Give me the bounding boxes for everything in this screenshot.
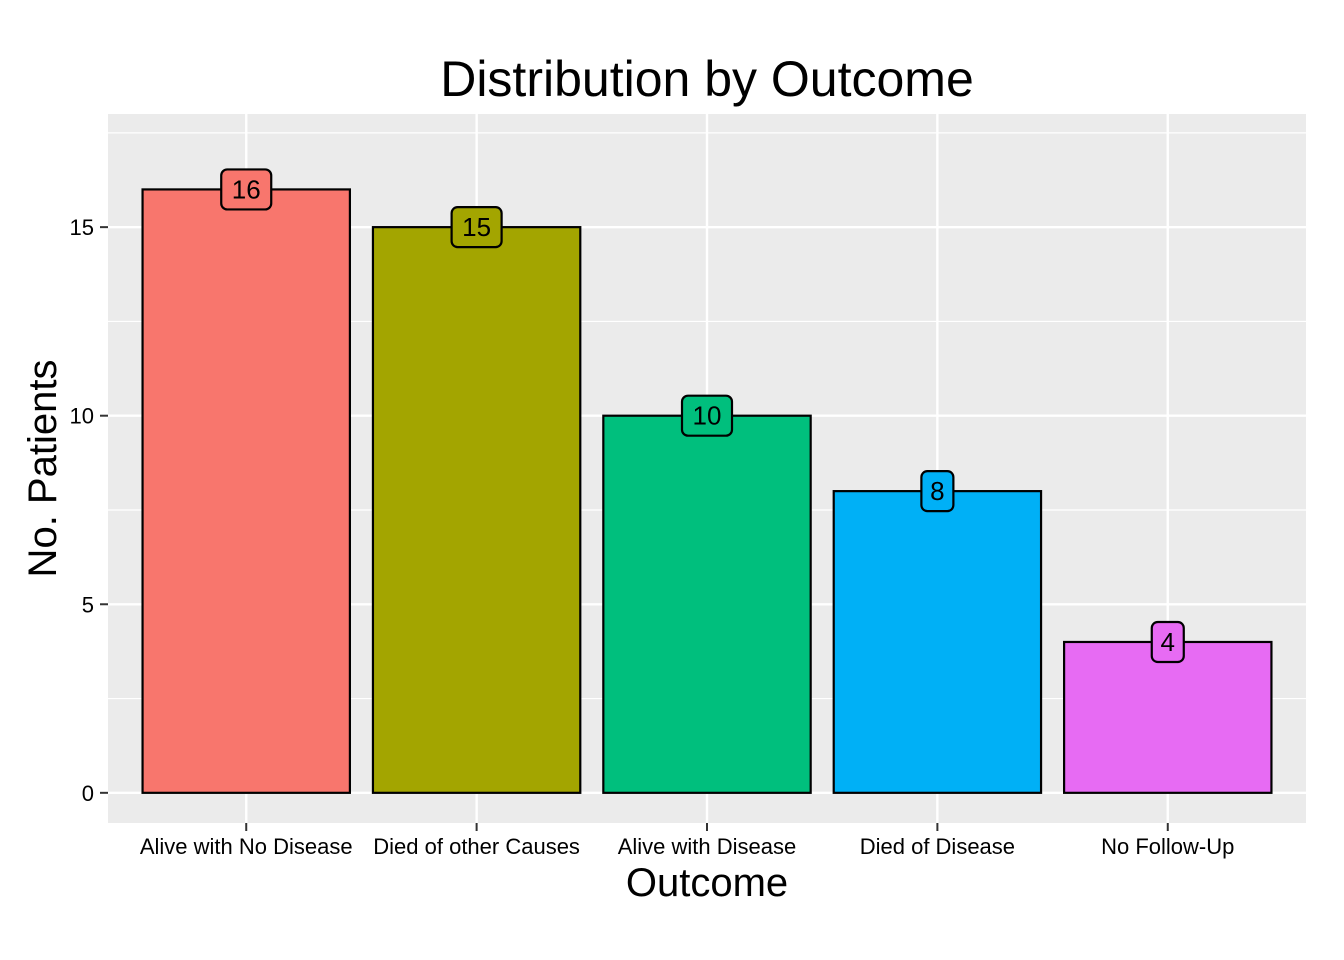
data-label-box bbox=[220, 168, 273, 211]
x-tick-label: Died of Disease bbox=[860, 834, 1015, 859]
y-tick-label: 10 bbox=[70, 404, 94, 429]
bar bbox=[602, 414, 812, 794]
data-labels: 16 15 10 8 4 bbox=[220, 168, 1185, 664]
bar bbox=[832, 490, 1043, 794]
x-axis: Alive with No Disease Died of other Cause… bbox=[140, 823, 1234, 859]
data-label: 15 bbox=[462, 212, 491, 242]
bar bbox=[141, 188, 352, 794]
bar bbox=[371, 226, 582, 794]
x-tick-label: Alive with Disease bbox=[618, 834, 797, 859]
chart-title: Distribution by Outcome bbox=[440, 51, 974, 107]
y-tick-label: 5 bbox=[82, 592, 94, 617]
x-tick-label: Alive with No Disease bbox=[140, 834, 353, 859]
x-axis-title: Outcome bbox=[626, 861, 788, 905]
y-tick-label: 0 bbox=[82, 781, 94, 806]
bars bbox=[141, 188, 1273, 794]
y-tick-label: 15 bbox=[70, 215, 94, 240]
y-axis: 0 5 10 15 bbox=[70, 215, 108, 806]
data-label-box bbox=[1150, 620, 1185, 664]
y-axis-title: No. Patients bbox=[21, 360, 65, 578]
data-label: 8 bbox=[930, 476, 944, 506]
x-tick-label: Died of other Causes bbox=[373, 834, 580, 859]
data-label-box bbox=[450, 206, 503, 249]
data-label-box bbox=[920, 470, 955, 513]
bar bbox=[1062, 640, 1273, 794]
data-label: 16 bbox=[232, 174, 261, 204]
data-label: 10 bbox=[693, 401, 722, 431]
data-label: 4 bbox=[1161, 627, 1175, 657]
x-tick-label: No Follow-Up bbox=[1101, 834, 1234, 859]
data-label-box bbox=[680, 394, 734, 437]
